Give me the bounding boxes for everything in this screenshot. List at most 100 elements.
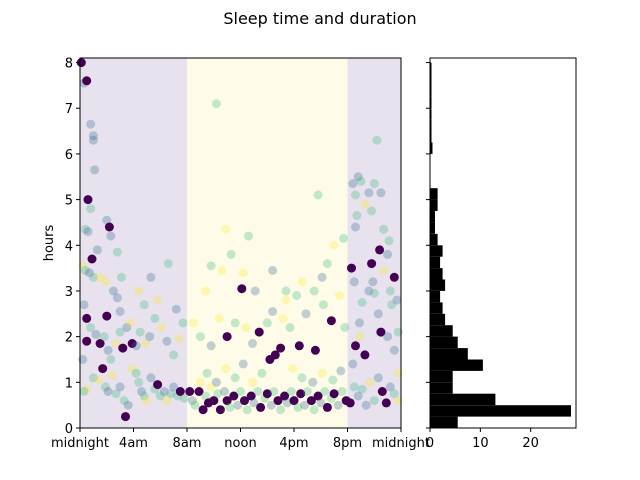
scatter-point — [83, 195, 93, 205]
scatter-plot: midnight 4am 8am noon 4pm 8pm midnight 0 1 2 3 4 5 6… — [42, 57, 430, 451]
scatter-point — [377, 387, 387, 396]
scatter-point — [175, 387, 185, 396]
scatter-point — [166, 389, 176, 399]
scatter-point — [230, 318, 240, 328]
histogram-x-tick-label: 0 — [426, 436, 434, 451]
scatter-point — [292, 291, 302, 300]
scatter-point — [375, 245, 385, 255]
scatter-point — [310, 345, 320, 355]
scatter-point — [340, 323, 350, 332]
histogram-bar — [430, 393, 496, 406]
scatter-point — [92, 245, 102, 255]
scatter-point — [293, 402, 303, 412]
scatter-point — [355, 318, 364, 328]
histogram-bar — [430, 416, 458, 428]
scatter-point — [171, 304, 181, 314]
scatter-point — [127, 364, 137, 374]
scatter-point — [107, 371, 117, 380]
histogram-y-ticks — [426, 62, 430, 429]
scatter-point — [348, 359, 358, 369]
scatter-point — [100, 382, 110, 392]
scatter-point — [238, 268, 248, 278]
scatter-point — [383, 249, 393, 259]
scatter-point — [381, 398, 391, 408]
x-tick-label: 8pm — [333, 436, 362, 451]
scatter-point — [339, 233, 348, 243]
scatter-point — [360, 350, 370, 360]
scatter-point — [141, 339, 150, 348]
histogram-bar — [430, 199, 438, 211]
scatter-point — [289, 396, 299, 406]
scatter-point — [369, 179, 379, 189]
scatter-point — [329, 240, 339, 250]
scatter-point — [372, 135, 382, 145]
scatter-point — [379, 224, 389, 234]
scatter-point — [123, 400, 133, 410]
x-tick-label: midnight — [372, 436, 430, 451]
scatter-point — [106, 231, 116, 241]
histogram-bar — [430, 142, 433, 154]
scatter-point — [126, 318, 136, 328]
histogram-bar — [430, 302, 443, 314]
x-tick-label: 4pm — [279, 436, 308, 451]
y-tick-label: 4 — [65, 239, 73, 254]
scatter-point — [336, 366, 346, 376]
scatter-point — [301, 309, 311, 319]
histogram-bar — [430, 188, 438, 200]
scatter-point — [169, 350, 179, 360]
x-tick-label: midnight — [51, 436, 109, 451]
scatter-point — [328, 375, 338, 385]
scatter-point — [369, 396, 379, 406]
histogram-bars — [430, 62, 571, 428]
scatter-point — [367, 259, 377, 269]
scatter-point — [355, 332, 364, 342]
scatter-point — [108, 286, 118, 296]
scatter-point — [285, 323, 295, 332]
histogram-bar — [430, 222, 435, 234]
scatter-point — [153, 380, 163, 390]
scatter-point — [121, 412, 130, 422]
scatter-point — [88, 272, 98, 282]
scatter-point — [162, 396, 172, 406]
scatter-point — [373, 373, 383, 383]
scatter-point — [389, 272, 399, 282]
scatter-point — [302, 387, 312, 396]
scatter-point — [221, 364, 231, 374]
scatter-point — [349, 382, 359, 392]
y-axis-label: hours — [42, 225, 57, 262]
scatter-point — [153, 295, 163, 305]
scatter-point — [365, 377, 375, 387]
scatter-point — [86, 119, 96, 129]
scatter-point — [118, 343, 128, 353]
scatter-point — [242, 405, 252, 415]
scatter-point — [294, 341, 304, 351]
scatter-point — [318, 300, 328, 310]
histogram-x-tick-label: 10 — [472, 436, 489, 451]
scatter-point — [360, 199, 370, 209]
y-tick-label: 8 — [65, 57, 73, 72]
scatter-point — [335, 291, 344, 300]
scatter-point — [333, 400, 343, 410]
scatter-point — [244, 231, 253, 241]
scatter-point — [253, 387, 263, 396]
scatter-point — [187, 396, 197, 406]
background-band — [347, 58, 401, 428]
scatter-point — [80, 265, 90, 275]
scatter-point — [262, 389, 272, 399]
histogram-bar — [430, 245, 443, 257]
y-tick-label: 1 — [65, 376, 73, 391]
scatter-point — [385, 382, 395, 392]
x-tick-label: 8am — [173, 436, 202, 451]
scatter-point — [91, 329, 101, 339]
scatter-point — [322, 402, 332, 412]
y-tick-label: 6 — [65, 148, 73, 163]
scatter-point — [270, 350, 280, 360]
scatter-point — [353, 391, 363, 401]
scatter-point — [221, 224, 231, 234]
scatter-point — [163, 259, 173, 269]
histogram-frame — [429, 57, 577, 429]
scatter-point — [206, 341, 216, 351]
scatter-point — [320, 387, 330, 396]
scatter-point — [361, 400, 371, 410]
